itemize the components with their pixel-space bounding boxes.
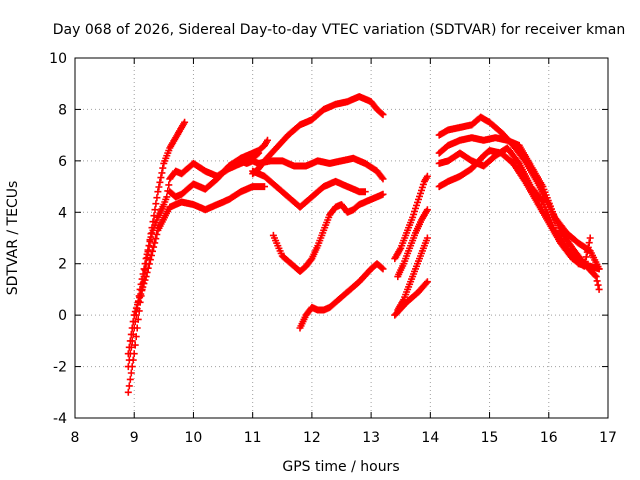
data-point-markers bbox=[394, 206, 431, 281]
data-point-markers bbox=[391, 278, 431, 319]
x-tick-label: 14 bbox=[421, 430, 439, 446]
y-tick-label: -4 bbox=[53, 411, 67, 427]
x-tick-label: 8 bbox=[71, 430, 80, 446]
series-track-8 bbox=[269, 190, 387, 275]
y-tick-label: 10 bbox=[49, 51, 67, 67]
y-tick-label: 4 bbox=[58, 205, 67, 221]
series-layer bbox=[124, 93, 603, 396]
y-tick-label: 0 bbox=[58, 308, 67, 324]
data-point-markers bbox=[269, 190, 387, 275]
y-tick-label: 8 bbox=[58, 102, 67, 118]
series-track-1 bbox=[124, 118, 189, 396]
y-tick-label: -2 bbox=[53, 360, 67, 376]
data-point-markers bbox=[225, 154, 387, 183]
series-track-3 bbox=[124, 183, 268, 358]
data-point-markers bbox=[435, 147, 594, 270]
series-track-7 bbox=[249, 167, 369, 211]
y-tick-label: 2 bbox=[58, 257, 67, 273]
series-track-15 bbox=[435, 134, 603, 273]
series-track-13 bbox=[391, 278, 431, 319]
data-point-markers bbox=[391, 172, 431, 263]
data-point-markers bbox=[124, 118, 189, 396]
series-track-17 bbox=[435, 147, 594, 270]
tick-layer: 8 9 10 11 12 13 14 15 16 17 -4 -2 0 2 4 6 8 10 bbox=[49, 51, 617, 446]
x-tick-label: 12 bbox=[303, 430, 321, 446]
series-track-9 bbox=[296, 260, 387, 332]
x-tick-label: 13 bbox=[362, 430, 380, 446]
series-track-5 bbox=[225, 154, 387, 183]
x-axis-label: GPS time / hours bbox=[282, 459, 399, 475]
data-point-markers bbox=[249, 167, 369, 211]
x-tick-label: 9 bbox=[130, 430, 139, 446]
series-track-11 bbox=[394, 206, 431, 281]
data-point-markers bbox=[124, 183, 268, 358]
plot-frame bbox=[74, 57, 609, 419]
x-tick-label: 15 bbox=[481, 430, 499, 446]
x-tick-label: 17 bbox=[599, 430, 617, 446]
y-tick-label: 6 bbox=[58, 154, 67, 170]
x-tick-label: 11 bbox=[244, 430, 262, 446]
data-point-markers bbox=[296, 260, 387, 332]
x-tick-label: 10 bbox=[185, 430, 203, 446]
x-tick-label: 16 bbox=[540, 430, 558, 446]
series-track-10 bbox=[391, 172, 431, 263]
chart-title: Day 068 of 2026, Sidereal Day-to-day VTE… bbox=[53, 22, 625, 38]
data-point-markers bbox=[435, 134, 603, 273]
y-axis-label: SDTVAR / TECUs bbox=[5, 181, 21, 296]
